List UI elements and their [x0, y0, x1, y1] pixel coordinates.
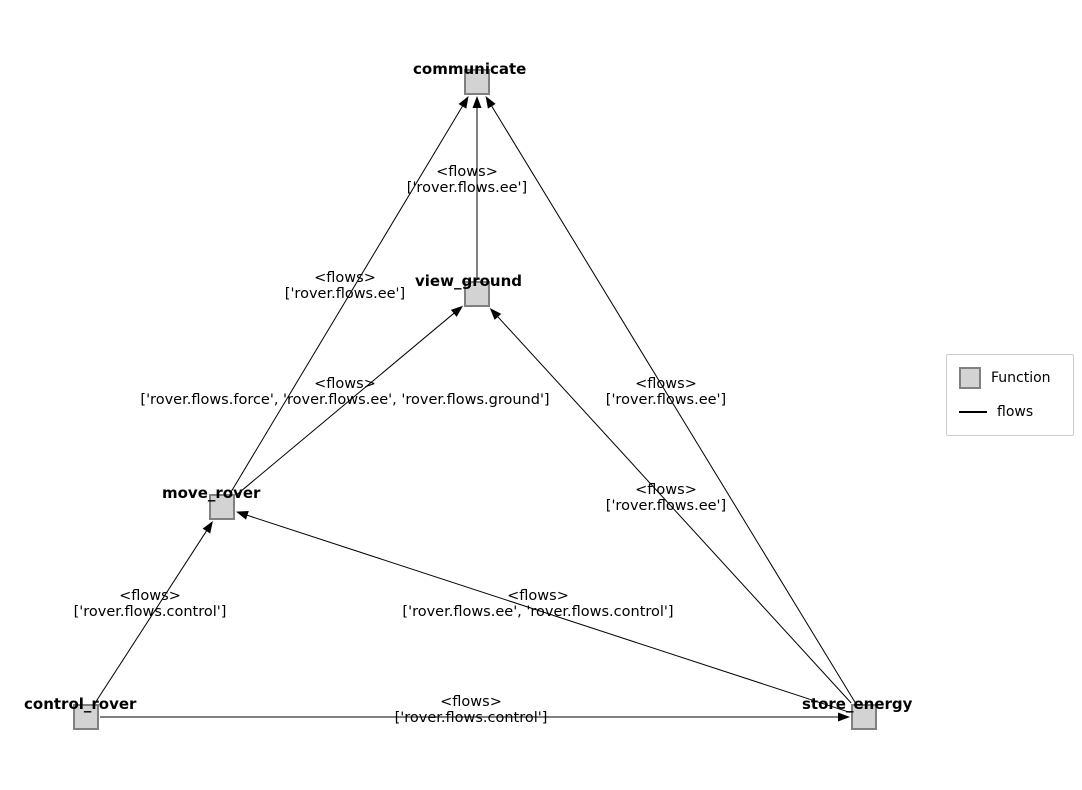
node-label-view-ground: view_ground: [415, 272, 522, 290]
edge-label-7-line1: <flows>: [395, 694, 548, 710]
edge-label-7: <flows> ['rover.flows.control']: [395, 694, 548, 726]
edge-label-1-line1: <flows>: [285, 270, 405, 286]
legend-function-swatch-icon: [959, 367, 981, 389]
legend-function-label: Function: [991, 370, 1051, 386]
edge-label-1-line2: ['rover.flows.ee']: [285, 286, 405, 302]
edge-label-0-line1: <flows>: [407, 164, 527, 180]
edge-label-4-line2: ['rover.flows.ee']: [606, 498, 726, 514]
node-label-store-energy: store_energy: [802, 695, 912, 713]
legend-flows-line-icon: [959, 411, 987, 413]
node-label-move-rover: move_rover: [162, 484, 260, 502]
edge-label-3-line2: ['rover.flows.ee']: [606, 392, 726, 408]
edge-label-6-line2: ['rover.flows.ee', 'rover.flows.control'…: [402, 604, 673, 620]
edge-label-4-line1: <flows>: [606, 482, 726, 498]
edge-label-1: <flows> ['rover.flows.ee']: [285, 270, 405, 302]
edge-label-2-line1: <flows>: [140, 376, 549, 392]
edge-label-4: <flows> ['rover.flows.ee']: [606, 482, 726, 514]
node-label-control-rover: control_rover: [24, 695, 136, 713]
edge-label-5-line1: <flows>: [74, 588, 227, 604]
edge-label-0: <flows> ['rover.flows.ee']: [407, 164, 527, 196]
legend-flows-label: flows: [997, 404, 1033, 420]
edge-label-3: <flows> ['rover.flows.ee']: [606, 376, 726, 408]
legend-row-function: Function: [959, 365, 1059, 391]
legend: Function flows: [946, 354, 1074, 436]
node-label-communicate: communicate: [413, 60, 526, 78]
edge-label-0-line2: ['rover.flows.ee']: [407, 180, 527, 196]
edge-label-6-line1: <flows>: [402, 588, 673, 604]
edge-label-5: <flows> ['rover.flows.control']: [74, 588, 227, 620]
edge-label-2-line2: ['rover.flows.force', 'rover.flows.ee', …: [140, 392, 549, 408]
edge-label-3-line1: <flows>: [606, 376, 726, 392]
legend-row-flows: flows: [959, 399, 1059, 425]
edge-label-2: <flows> ['rover.flows.force', 'rover.flo…: [140, 376, 549, 408]
edge-label-6: <flows> ['rover.flows.ee', 'rover.flows.…: [402, 588, 673, 620]
edge-label-7-line2: ['rover.flows.control']: [395, 710, 548, 726]
edge-label-5-line2: ['rover.flows.control']: [74, 604, 227, 620]
